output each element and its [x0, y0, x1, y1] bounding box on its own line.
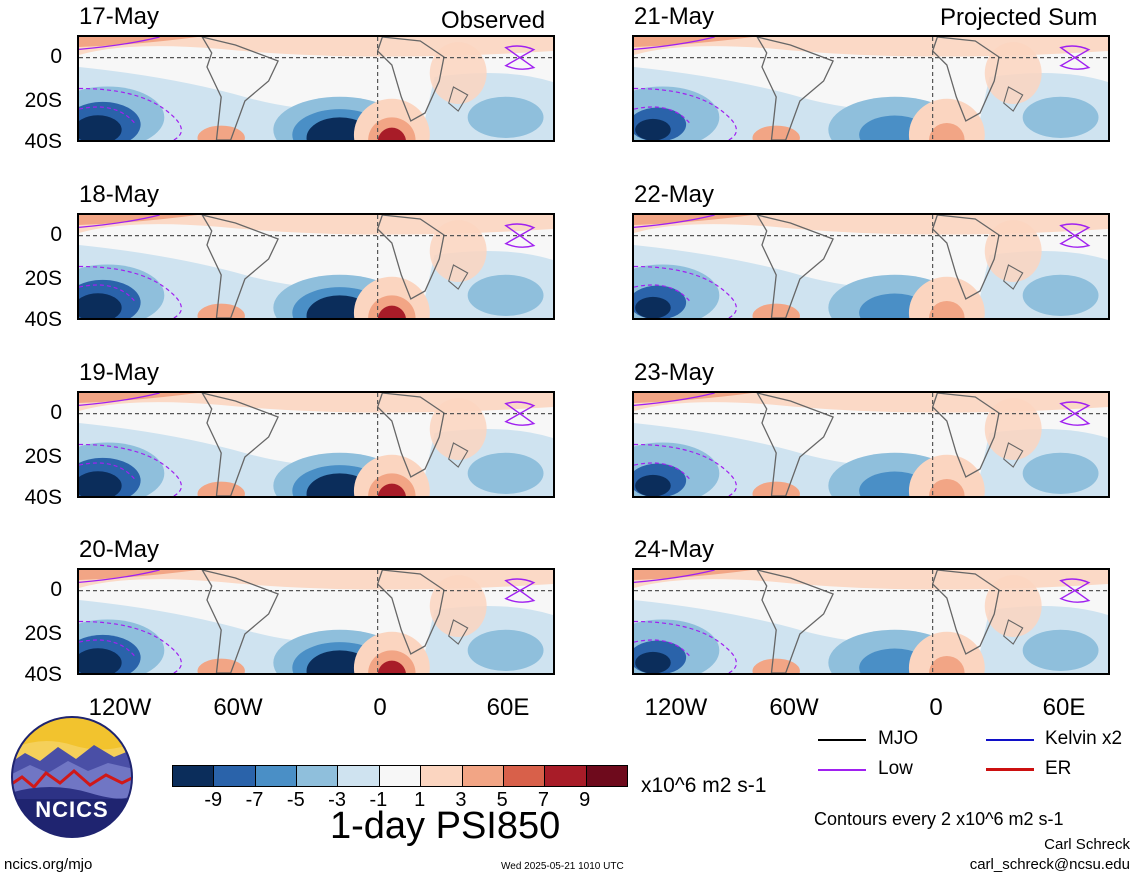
- colorbar-swatch: [502, 766, 545, 786]
- colorbar-tick-label: -3: [328, 789, 346, 811]
- colorbar-tick-label: 9: [579, 789, 591, 811]
- author-email: carl_schreck@ncsu.edu: [969, 856, 1130, 873]
- lat-label: 0: [50, 578, 62, 601]
- map-panel: [77, 391, 555, 498]
- colorbar-tick-label: -1: [369, 789, 388, 811]
- lat-label: 0: [50, 223, 62, 246]
- site-link[interactable]: ncics.org/mjo: [4, 856, 93, 873]
- lon-label: 60W: [213, 694, 263, 721]
- colorbar-swatch: [461, 766, 503, 786]
- colorbar-tick-label: -5: [286, 789, 305, 811]
- lat-label: 20S: [24, 445, 62, 468]
- colorbar-units: x10^6 m2 s-1: [641, 774, 767, 797]
- map-panel: [632, 35, 1110, 142]
- er-legend-line: [986, 768, 1034, 771]
- colorbar-swatch: [173, 766, 214, 786]
- colorbar-tick-label: -9: [204, 789, 223, 811]
- low-legend-label: Low: [878, 758, 913, 779]
- map-panel: [632, 213, 1110, 320]
- colorbar-swatch: [337, 766, 379, 786]
- lat-label: 0: [50, 45, 62, 68]
- panel-date-label: 21-May: [634, 3, 715, 30]
- lat-label: 20S: [24, 622, 62, 645]
- colorbar: [172, 765, 628, 787]
- mjo-legend-label: MJO: [878, 728, 919, 749]
- panel-date-label: 18-May: [79, 181, 160, 208]
- lat-label: 40S: [24, 663, 62, 686]
- colorbar-tick-label: -7: [245, 789, 264, 811]
- panel-date-label: 20-May: [79, 536, 160, 563]
- colorbar-swatch: [378, 766, 421, 786]
- logo-text: NCICS: [35, 797, 109, 822]
- panel-date-label: 23-May: [634, 359, 715, 386]
- lon-label: 60E: [1042, 694, 1086, 721]
- lon-label: 0: [929, 694, 943, 721]
- lat-label: 40S: [24, 130, 62, 153]
- colorbar-tick-label: 7: [537, 789, 550, 811]
- lat-label: 0: [50, 401, 62, 424]
- panel-date-label: 24-May: [634, 536, 715, 563]
- panel-date-label: 22-May: [634, 181, 715, 208]
- map-panel: [77, 568, 555, 675]
- low-legend-line: [818, 769, 866, 771]
- author-credit: Carl Schreck: [1044, 836, 1130, 853]
- panel-date-label: 17-May: [79, 3, 160, 30]
- colorbar-swatch: [585, 766, 627, 786]
- colorbar-swatch: [254, 766, 297, 786]
- colorbar-swatch: [544, 766, 586, 786]
- kelvin-legend-line: [986, 739, 1034, 741]
- colorbar-swatch: [296, 766, 338, 786]
- lon-label: 120W: [88, 694, 152, 721]
- lat-label: 20S: [24, 89, 62, 112]
- plot-title: 1-day PSI850: [330, 805, 561, 847]
- mjo-legend-line: [818, 739, 866, 741]
- contours-note: Contours every 2 x10^6 m2 s-1: [814, 809, 1064, 829]
- map-panel: [632, 391, 1110, 498]
- ncics-logo: NCICS: [10, 715, 134, 839]
- timestamp: Wed 2025-05-21 1010 UTC: [501, 861, 624, 872]
- lon-label: 0: [373, 694, 387, 721]
- colorbar-swatch: [213, 766, 255, 786]
- kelvin-legend-label: Kelvin x2: [1045, 728, 1123, 749]
- lat-label: 20S: [24, 267, 62, 290]
- map-panel: [632, 568, 1110, 675]
- lat-label: 40S: [24, 486, 62, 509]
- map-panel: [77, 213, 555, 320]
- colorbar-tick-label: 5: [496, 789, 508, 811]
- colorbar-tick-label: 1: [414, 789, 426, 811]
- panel-date-label: 19-May: [79, 359, 160, 386]
- er-legend-label: ER: [1045, 758, 1072, 779]
- lon-label: 60W: [769, 694, 819, 721]
- colorbar-swatch: [420, 766, 462, 786]
- colorbar-tick-label: 3: [455, 789, 467, 811]
- lat-label: 40S: [24, 308, 62, 331]
- map-panel: [77, 35, 555, 142]
- lon-label: 60E: [486, 694, 530, 721]
- projected-sum-heading: Projected Sum: [940, 4, 1098, 31]
- lon-label: 120W: [644, 694, 708, 721]
- observed-heading: Observed: [441, 7, 546, 34]
